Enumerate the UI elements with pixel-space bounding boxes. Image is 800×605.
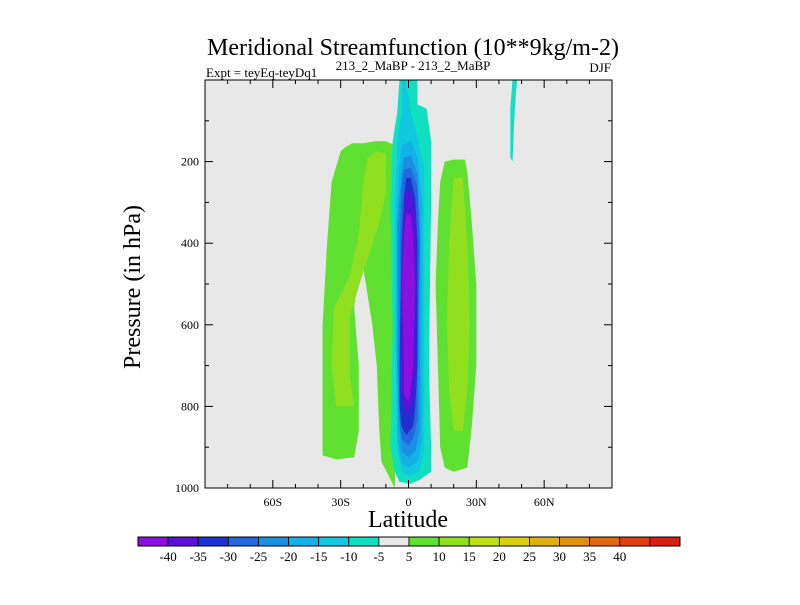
colorbar-label: 15: [463, 549, 476, 564]
x-tick-label: 60N: [534, 495, 555, 509]
y-tick-label: 200: [181, 155, 199, 169]
colorbar-label: -25: [250, 549, 267, 564]
colorbar-label: 5: [406, 549, 413, 564]
experiment-label: Expt = teyEq-teyDq1: [206, 65, 317, 80]
colorbar-swatch: [560, 537, 590, 546]
y-tick-label: 400: [181, 236, 199, 250]
y-tick-label: 1000: [175, 481, 199, 495]
colorbar-label: -30: [220, 549, 237, 564]
colorbar-swatch: [439, 537, 469, 546]
x-tick-label: 30N: [466, 495, 487, 509]
colorbar-swatch: [409, 537, 439, 546]
colorbar-swatch: [620, 537, 650, 546]
chart-root: Meridional Streamfunction (10**9kg/m-2) …: [0, 0, 800, 600]
x-tick-label: 60S: [263, 495, 282, 509]
colorbar-swatch: [319, 537, 349, 546]
colorbar-swatch: [138, 537, 168, 546]
colorbar-swatch: [258, 537, 288, 546]
colorbar-swatch: [650, 537, 680, 546]
colorbar-swatch: [168, 537, 198, 546]
colorbar-swatch: [349, 537, 379, 546]
colorbar-label: 35: [583, 549, 596, 564]
streamfunction-chart: Meridional Streamfunction (10**9kg/m-2) …: [0, 0, 800, 600]
colorbar-label: -40: [159, 549, 176, 564]
comparison-label: 213_2_MaBP - 213_2_MaBP: [336, 58, 491, 73]
colorbar-label: 10: [433, 549, 446, 564]
colorbar-swatch: [499, 537, 529, 546]
y-tick-label: 800: [181, 399, 199, 413]
colorbar-label: 30: [553, 549, 566, 564]
colorbar-label: 25: [523, 549, 536, 564]
y-tick-label: 600: [181, 318, 199, 332]
colorbar-label: -10: [340, 549, 357, 564]
colorbar-label: -35: [190, 549, 207, 564]
season-label: DJF: [589, 60, 611, 75]
colorbar-swatch: [198, 537, 228, 546]
colorbar-swatch: [469, 537, 499, 546]
colorbar-swatch: [590, 537, 620, 546]
colorbar-label: 20: [493, 549, 506, 564]
colorbar-swatch: [379, 537, 409, 546]
colorbar-swatch: [228, 537, 258, 546]
colorbar-swatch: [289, 537, 319, 546]
colorbar-label: -20: [280, 549, 297, 564]
colorbar-label: 40: [613, 549, 626, 564]
colorbar-swatch: [529, 537, 559, 546]
colorbar-label: -5: [373, 549, 384, 564]
colorbar-label: -15: [310, 549, 327, 564]
x-tick-label: 30S: [331, 495, 350, 509]
y-axis-label: Pressure (in hPa): [120, 205, 146, 369]
x-axis-label: Latitude: [368, 507, 448, 533]
